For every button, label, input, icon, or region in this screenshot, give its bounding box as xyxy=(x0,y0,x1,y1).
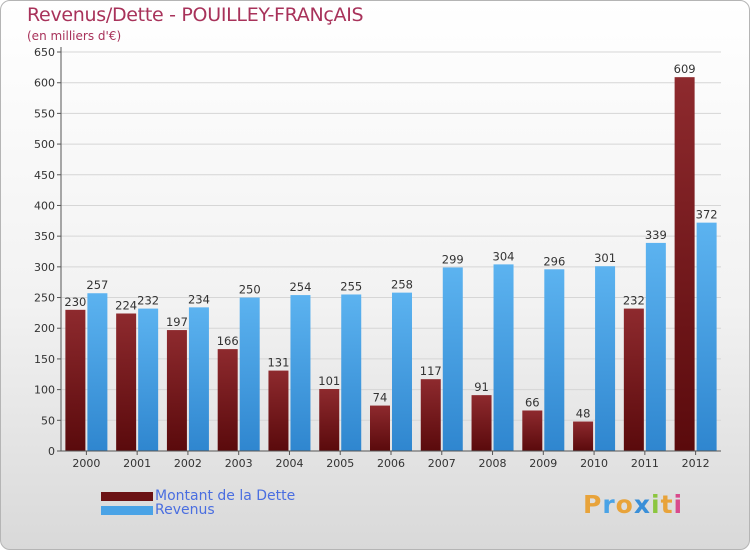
bar-dette xyxy=(573,421,594,451)
bar-revenus xyxy=(138,308,159,451)
logo-letter: o xyxy=(615,490,634,519)
x-tick-label: 2012 xyxy=(682,457,710,470)
bar-revenus xyxy=(595,266,616,451)
bar-dette xyxy=(674,77,695,451)
logo-letter: x xyxy=(633,490,651,519)
bar-dette xyxy=(268,370,289,451)
data-label-dette: 609 xyxy=(674,62,696,76)
data-label-dette: 48 xyxy=(576,407,591,421)
bar-dette xyxy=(623,308,644,451)
bar-dette xyxy=(471,395,492,451)
data-label-dette: 74 xyxy=(373,391,388,405)
y-tick-label: 0 xyxy=(48,445,55,458)
x-tick-label: 2006 xyxy=(377,457,405,470)
bar-revenus xyxy=(696,222,717,451)
data-label-dette: 230 xyxy=(64,295,86,309)
data-label-revenus: 301 xyxy=(594,251,616,265)
y-tick-label: 200 xyxy=(34,322,55,335)
logo-letter: t xyxy=(660,490,674,519)
data-label-revenus: 299 xyxy=(442,252,464,266)
legend-label-revenus: Revenus xyxy=(155,502,215,518)
x-tick-label: 2005 xyxy=(326,457,354,470)
data-label-dette: 232 xyxy=(623,294,645,308)
data-label-dette: 101 xyxy=(318,374,340,388)
data-label-revenus: 296 xyxy=(543,254,565,268)
data-label-revenus: 372 xyxy=(696,208,718,222)
bar-revenus xyxy=(544,269,565,451)
legend-item-revenus: Revenus xyxy=(101,502,215,518)
x-tick-label: 2011 xyxy=(631,457,659,470)
bar-revenus xyxy=(645,242,666,451)
bar-dette xyxy=(217,349,238,451)
y-tick-label: 650 xyxy=(34,46,55,59)
data-label-dette: 91 xyxy=(474,380,489,394)
chart-title: Revenus/Dette - POUILLEY-FRANçAIS xyxy=(27,4,364,26)
bar-dette xyxy=(522,410,543,451)
bar-dette xyxy=(166,330,187,451)
bar-revenus xyxy=(239,297,260,451)
legend-swatch-dette xyxy=(101,491,153,501)
legend-label-dette: Montant de la Dette xyxy=(155,488,296,504)
y-tick-label: 500 xyxy=(34,138,55,151)
bar-revenus xyxy=(493,264,514,451)
bar-revenus xyxy=(442,267,463,451)
bar-dette xyxy=(65,309,86,451)
logo-letter: i xyxy=(673,490,684,519)
bar-revenus xyxy=(341,294,362,451)
logo-letter: r xyxy=(602,490,616,519)
logo-letter: i xyxy=(651,490,661,519)
data-label-dette: 66 xyxy=(525,395,540,409)
y-tick-label: 350 xyxy=(34,230,55,243)
y-tick-label: 150 xyxy=(34,353,55,366)
bar-revenus xyxy=(392,292,412,451)
x-tick-label: 2003 xyxy=(225,457,253,470)
chart-subtitle: (en milliers d'€) xyxy=(27,29,122,43)
legend-item-dette: Montant de la Dette xyxy=(101,488,296,504)
data-label-revenus: 257 xyxy=(86,278,108,292)
data-label-dette: 117 xyxy=(420,364,442,378)
x-tick-label: 2001 xyxy=(123,457,151,470)
logo-letter: P xyxy=(583,490,603,519)
data-label-revenus: 254 xyxy=(289,280,311,294)
y-tick-label: 450 xyxy=(34,169,55,182)
bar-revenus xyxy=(87,293,108,451)
data-label-revenus: 258 xyxy=(391,278,413,292)
y-tick-label: 300 xyxy=(34,261,55,274)
x-tick-label: 2000 xyxy=(72,457,100,470)
data-label-dette: 197 xyxy=(166,315,188,329)
y-tick-label: 100 xyxy=(34,384,55,397)
y-tick-label: 250 xyxy=(34,292,55,305)
data-label-revenus: 339 xyxy=(645,228,667,242)
data-label-revenus: 255 xyxy=(340,279,362,293)
data-label-revenus: 250 xyxy=(239,283,261,297)
legend-swatch-revenus xyxy=(101,505,153,515)
data-label-dette: 166 xyxy=(217,334,239,348)
bar-dette xyxy=(116,313,137,451)
bar-revenus xyxy=(188,307,209,451)
x-tick-label: 2009 xyxy=(529,457,557,470)
y-tick-label: 600 xyxy=(34,77,55,90)
bar-dette xyxy=(370,405,390,451)
bar-dette xyxy=(420,379,441,451)
data-label-revenus: 304 xyxy=(493,249,515,263)
x-tick-label: 2008 xyxy=(479,457,507,470)
y-tick-label: 400 xyxy=(34,199,55,212)
x-tick-label: 2002 xyxy=(174,457,202,470)
x-tick-label: 2010 xyxy=(580,457,608,470)
data-label-dette: 224 xyxy=(115,298,137,312)
data-label-revenus: 234 xyxy=(188,292,210,306)
data-label-revenus: 232 xyxy=(137,294,159,308)
bar-revenus xyxy=(290,295,311,451)
proxiti-logo: Proxiti xyxy=(583,490,683,519)
y-tick-label: 550 xyxy=(34,107,55,120)
x-tick-label: 2004 xyxy=(275,457,303,470)
y-tick-label: 50 xyxy=(41,414,55,427)
x-tick-label: 2007 xyxy=(428,457,456,470)
bar-dette xyxy=(319,389,340,451)
data-label-dette: 131 xyxy=(267,356,289,370)
